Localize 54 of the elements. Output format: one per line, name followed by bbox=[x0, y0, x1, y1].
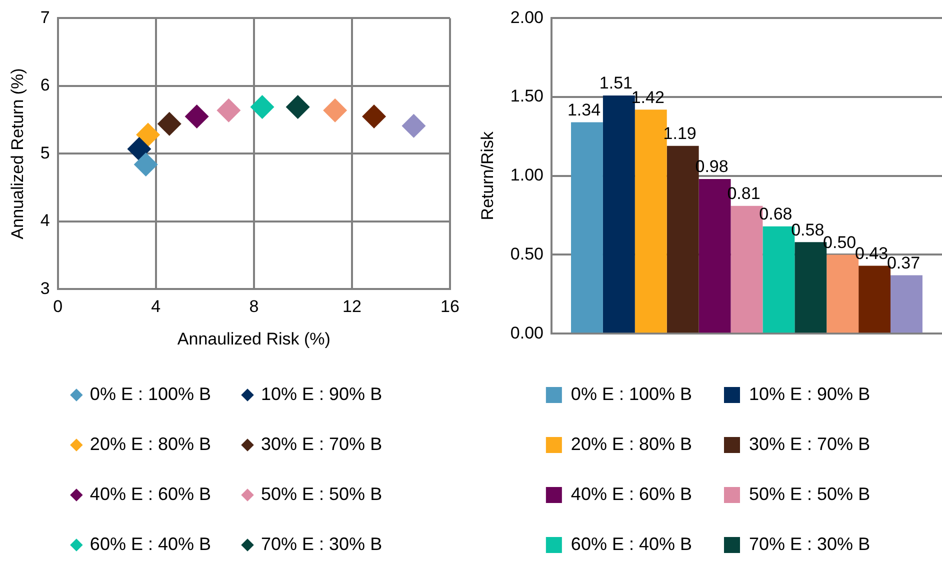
y-tick-label: 5 bbox=[40, 143, 50, 162]
legend-label: 30% E : 70% B bbox=[261, 434, 382, 454]
y-tick-label: 7 bbox=[40, 8, 50, 27]
data-label: 0.37 bbox=[886, 253, 920, 272]
y-tick-label: 4 bbox=[40, 211, 50, 230]
legend-label: 50% E : 50% B bbox=[261, 484, 382, 504]
x-tick-label: 8 bbox=[249, 297, 259, 316]
data-label: 0.68 bbox=[759, 204, 792, 224]
data-label: 1.42 bbox=[631, 88, 664, 107]
legend-label: 10% E : 90% B bbox=[261, 384, 382, 404]
legend-label: 60% E : 40% B bbox=[570, 534, 692, 554]
data-label: 0.50 bbox=[823, 232, 856, 252]
legend-label: 70% E : 30% B bbox=[749, 534, 870, 554]
data-label: 0.43 bbox=[855, 244, 888, 263]
point bbox=[134, 152, 158, 177]
y-tick-label: 1.50 bbox=[510, 86, 544, 106]
y-tick-label: 0.50 bbox=[510, 244, 544, 264]
x-axis-title: Annaulized Risk (%) bbox=[177, 329, 330, 348]
y-tick-label: 3 bbox=[40, 278, 50, 298]
x-tick-label: 16 bbox=[440, 297, 460, 316]
legend-label: 0% E : 100% B bbox=[90, 384, 212, 404]
point bbox=[136, 122, 160, 147]
y-tick-label: 1.00 bbox=[510, 166, 544, 185]
point bbox=[362, 104, 386, 128]
legend-label: 20% E : 80% B bbox=[570, 434, 692, 454]
legend-label: 10% E : 90% B bbox=[749, 384, 870, 404]
point bbox=[286, 94, 310, 119]
y-tick-label: 6 bbox=[40, 76, 50, 95]
data-label: 1.51 bbox=[599, 74, 632, 93]
point bbox=[402, 114, 426, 138]
y-axis-title: Annualized Return (%) bbox=[8, 68, 27, 240]
y-tick-label: 2.00 bbox=[510, 8, 544, 27]
x-tick-label: 0 bbox=[53, 297, 63, 316]
legend-label: 30% E : 70% B bbox=[749, 434, 870, 454]
x-tick-label: 12 bbox=[342, 297, 362, 316]
point bbox=[323, 98, 348, 122]
bar bbox=[571, 122, 603, 333]
legend-label: 50% E : 50% B bbox=[749, 484, 870, 504]
x-tick-label: 4 bbox=[151, 297, 161, 316]
legend-label: 70% E : 30% B bbox=[261, 534, 382, 554]
legend-label: 40% E : 60% B bbox=[90, 484, 212, 504]
legend-label: 60% E : 40% B bbox=[90, 534, 212, 554]
bar bbox=[890, 275, 922, 333]
point bbox=[127, 136, 152, 161]
legend-label: 0% E : 100% B bbox=[570, 384, 692, 404]
legend-label: 40% E : 60% B bbox=[570, 484, 692, 504]
point bbox=[157, 112, 182, 136]
point bbox=[216, 98, 241, 122]
y-axis-title: Return/Risk bbox=[478, 131, 497, 220]
point bbox=[184, 104, 209, 128]
legend-label: 20% E : 80% B bbox=[90, 434, 212, 454]
y-tick-label: 0.00 bbox=[510, 323, 544, 342]
data-label: 1.34 bbox=[567, 100, 601, 120]
point bbox=[250, 94, 274, 119]
